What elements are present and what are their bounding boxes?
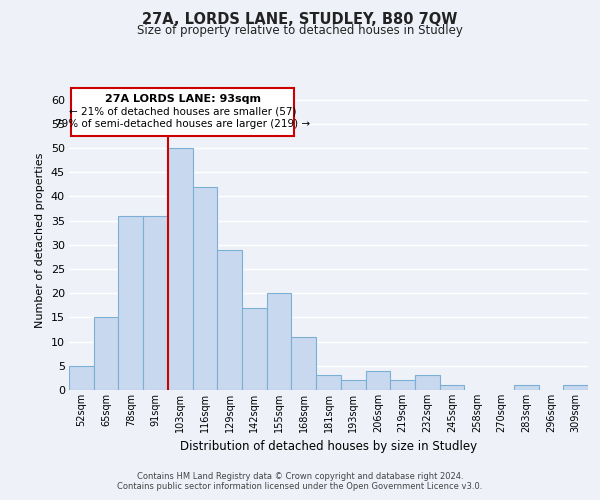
X-axis label: Distribution of detached houses by size in Studley: Distribution of detached houses by size … <box>180 440 477 454</box>
Bar <box>94 318 118 390</box>
Bar <box>267 293 292 390</box>
Text: Size of property relative to detached houses in Studley: Size of property relative to detached ho… <box>137 24 463 37</box>
Bar <box>316 376 341 390</box>
Text: ← 21% of detached houses are smaller (57): ← 21% of detached houses are smaller (57… <box>69 107 296 117</box>
Bar <box>242 308 267 390</box>
Bar <box>415 376 440 390</box>
Text: Contains HM Land Registry data © Crown copyright and database right 2024.: Contains HM Land Registry data © Crown c… <box>137 472 463 481</box>
Bar <box>143 216 168 390</box>
Bar <box>365 370 390 390</box>
Bar <box>440 385 464 390</box>
Bar <box>563 385 588 390</box>
Bar <box>193 187 217 390</box>
Bar <box>168 148 193 390</box>
Text: 27A, LORDS LANE, STUDLEY, B80 7QW: 27A, LORDS LANE, STUDLEY, B80 7QW <box>142 12 458 28</box>
FancyBboxPatch shape <box>71 88 294 136</box>
Bar <box>118 216 143 390</box>
Text: 27A LORDS LANE: 93sqm: 27A LORDS LANE: 93sqm <box>104 94 260 104</box>
Text: Contains public sector information licensed under the Open Government Licence v3: Contains public sector information licen… <box>118 482 482 491</box>
Text: 79% of semi-detached houses are larger (219) →: 79% of semi-detached houses are larger (… <box>55 119 310 129</box>
Y-axis label: Number of detached properties: Number of detached properties <box>35 152 45 328</box>
Bar <box>217 250 242 390</box>
Bar <box>390 380 415 390</box>
Bar <box>514 385 539 390</box>
Bar <box>292 337 316 390</box>
Bar <box>69 366 94 390</box>
Bar <box>341 380 365 390</box>
